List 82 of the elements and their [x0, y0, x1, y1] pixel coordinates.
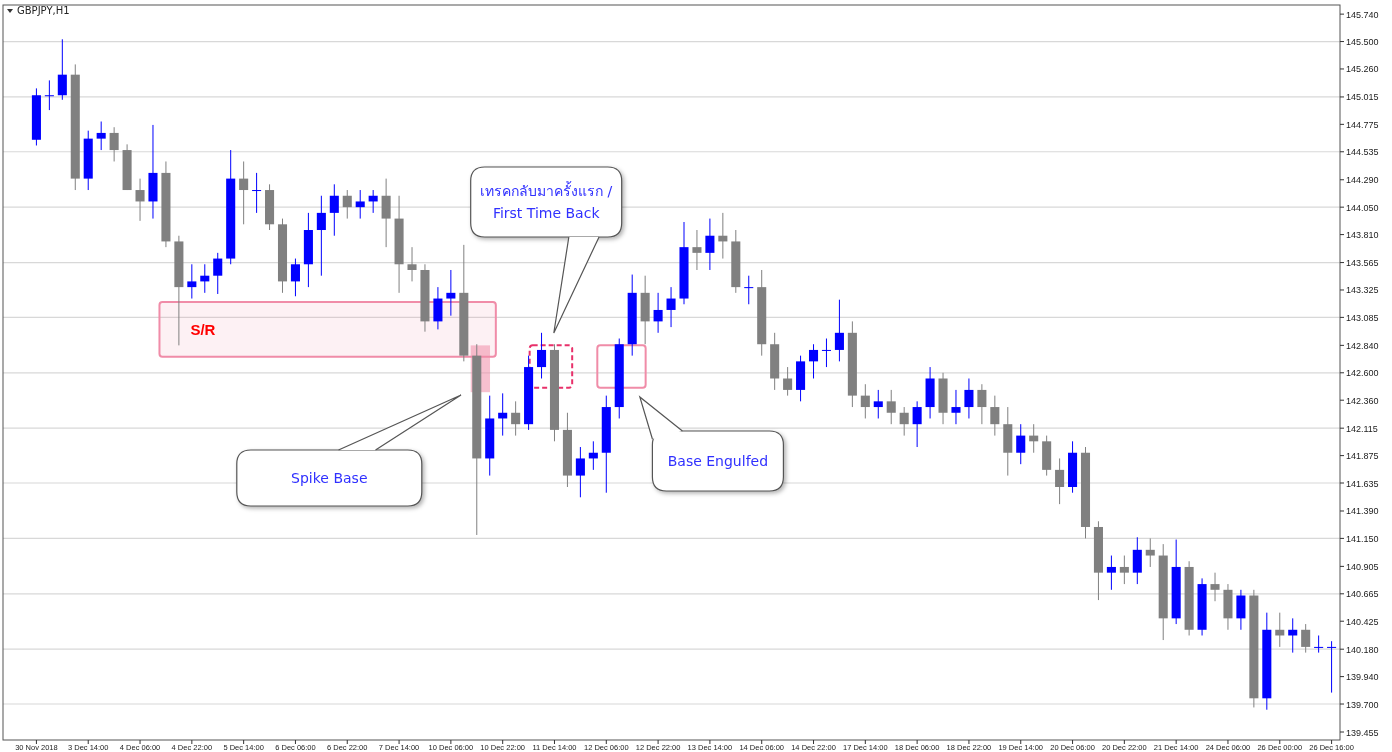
candlestick	[44, 79, 54, 111]
y-tick-label: 139.700	[1346, 699, 1379, 710]
y-tick-label: 144.775	[1346, 119, 1379, 130]
candlestick	[96, 121, 106, 151]
candlestick	[666, 286, 676, 328]
candlestick	[821, 338, 831, 368]
candlestick	[899, 406, 909, 437]
candlestick	[433, 286, 443, 330]
y-tick-label: 145.015	[1346, 92, 1379, 103]
y-tick-label: 143.325	[1346, 285, 1379, 296]
candlestick	[783, 366, 793, 397]
candlestick	[912, 400, 922, 448]
y-tick-label: 140.425	[1346, 616, 1379, 627]
candlestick	[187, 263, 197, 300]
candlestick	[860, 383, 870, 419]
candlestick	[355, 189, 365, 220]
y-tick-label: 144.290	[1346, 175, 1379, 186]
candlestick	[1145, 537, 1155, 568]
annotation: เทรคกลับมาครั้งแรก / First Time Back	[480, 181, 613, 221]
candlestick	[1327, 640, 1337, 694]
y-tick-label: 141.635	[1346, 478, 1379, 489]
candlestick	[407, 246, 417, 282]
y-tick-label: 144.535	[1346, 147, 1379, 158]
y-tick-label: 140.180	[1346, 644, 1379, 655]
y-tick-label: 143.085	[1346, 312, 1379, 323]
chart-title: GBPJPY,H1	[17, 5, 70, 16]
candlestick	[951, 389, 961, 425]
candlestick	[342, 189, 352, 220]
candlestick	[575, 446, 585, 498]
candlestick	[808, 343, 819, 379]
candlestick	[1106, 555, 1116, 591]
y-tick-label: 142.115	[1346, 423, 1378, 434]
candlestick	[1210, 572, 1220, 602]
candlestick	[135, 178, 145, 222]
candlestick	[446, 269, 456, 317]
candlestick	[537, 332, 547, 379]
y-tick-label: 142.360	[1346, 395, 1379, 406]
candlestick	[1301, 623, 1311, 654]
annotation: Spike Base	[291, 470, 368, 486]
candlestick	[511, 400, 521, 437]
candlestick	[213, 252, 223, 295]
candlestick	[1119, 555, 1129, 585]
candlestick	[964, 378, 974, 419]
y-tick-label: 140.905	[1346, 561, 1379, 572]
y-tick-label: 140.665	[1346, 589, 1379, 600]
candlestick	[692, 229, 702, 271]
candlestick	[252, 172, 262, 214]
candlestick	[705, 218, 715, 271]
candlestick	[381, 178, 391, 248]
candlestick	[1132, 536, 1142, 585]
candlestick	[1055, 457, 1065, 505]
y-tick-label: 139.940	[1346, 672, 1379, 683]
y-tick-label: 139.455	[1346, 727, 1379, 738]
candlestick	[886, 389, 896, 425]
candlestick	[329, 183, 339, 237]
candlestick	[290, 258, 300, 297]
candlestick	[1016, 423, 1026, 465]
candlestick	[316, 195, 326, 277]
y-tick-label: 143.565	[1346, 258, 1379, 269]
y-tick-label: 141.390	[1346, 506, 1379, 517]
candlestick	[653, 292, 663, 334]
band-label: S/R	[190, 321, 216, 339]
candlestick	[834, 299, 844, 362]
y-tick-label: 141.150	[1346, 533, 1379, 544]
y-tick-label: 142.840	[1346, 340, 1379, 351]
y-tick-label: 144.050	[1346, 202, 1379, 213]
y-tick-label: 143.810	[1346, 230, 1379, 241]
y-tick-label: 145.500	[1346, 37, 1379, 48]
candlestick	[744, 275, 754, 305]
candlestick	[977, 383, 987, 425]
candlestick	[990, 395, 1000, 437]
y-tick-label: 142.600	[1346, 368, 1379, 379]
candlestick	[873, 389, 883, 419]
y-tick-label: 145.740	[1346, 9, 1379, 20]
y-tick-label: 141.875	[1346, 451, 1379, 462]
candlestick	[239, 160, 249, 225]
candlestick	[109, 126, 119, 162]
candlestick	[57, 38, 67, 101]
candlestick	[1314, 634, 1324, 654]
annotation: Base Engulfed	[667, 453, 769, 469]
candlestick	[1236, 589, 1246, 631]
y-tick-label: 145.260	[1346, 64, 1379, 75]
